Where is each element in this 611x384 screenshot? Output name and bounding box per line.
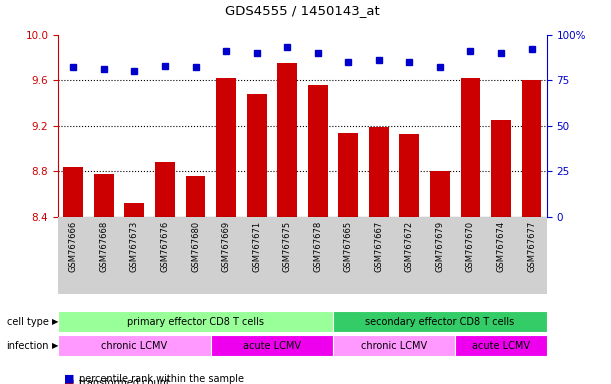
Text: percentile rank within the sample: percentile rank within the sample xyxy=(79,374,244,384)
Text: GSM767676: GSM767676 xyxy=(161,221,169,272)
Bar xyxy=(125,203,144,217)
Text: GSM767665: GSM767665 xyxy=(344,221,353,272)
Text: GSM767673: GSM767673 xyxy=(130,221,139,272)
Text: GSM767678: GSM767678 xyxy=(313,221,322,272)
Bar xyxy=(491,120,511,217)
Text: ■: ■ xyxy=(64,374,75,384)
Bar xyxy=(522,80,541,217)
Text: GSM767680: GSM767680 xyxy=(191,221,200,272)
Text: GSM767675: GSM767675 xyxy=(283,221,291,272)
Bar xyxy=(308,85,327,217)
Text: transformed count: transformed count xyxy=(79,378,170,384)
Text: GSM767672: GSM767672 xyxy=(405,221,414,272)
Text: GDS4555 / 1450143_at: GDS4555 / 1450143_at xyxy=(225,4,380,17)
Text: GSM767668: GSM767668 xyxy=(100,221,108,272)
Text: GSM767667: GSM767667 xyxy=(375,221,383,272)
Bar xyxy=(216,78,236,217)
Text: GSM767666: GSM767666 xyxy=(69,221,78,272)
Bar xyxy=(430,171,450,217)
Bar xyxy=(94,174,114,217)
Text: ▶: ▶ xyxy=(52,317,59,326)
Text: ▶: ▶ xyxy=(52,341,59,350)
Text: acute LCMV: acute LCMV xyxy=(243,341,301,351)
Text: GSM767679: GSM767679 xyxy=(436,221,444,272)
Text: GSM767671: GSM767671 xyxy=(252,221,261,272)
Bar xyxy=(186,176,205,217)
Text: GSM767669: GSM767669 xyxy=(222,221,230,272)
Text: chronic LCMV: chronic LCMV xyxy=(361,341,427,351)
Bar xyxy=(277,63,297,217)
Text: cell type: cell type xyxy=(7,316,49,327)
Text: GSM767674: GSM767674 xyxy=(497,221,505,272)
Bar xyxy=(155,162,175,217)
Text: chronic LCMV: chronic LCMV xyxy=(101,341,167,351)
Text: ■: ■ xyxy=(64,378,75,384)
Bar xyxy=(400,134,419,217)
Text: primary effector CD8 T cells: primary effector CD8 T cells xyxy=(127,316,264,327)
Text: acute LCMV: acute LCMV xyxy=(472,341,530,351)
Text: secondary effector CD8 T cells: secondary effector CD8 T cells xyxy=(365,316,514,327)
Bar xyxy=(338,132,358,217)
Bar xyxy=(369,127,389,217)
Bar xyxy=(247,94,266,217)
Text: infection: infection xyxy=(6,341,49,351)
Text: GSM767677: GSM767677 xyxy=(527,221,536,272)
Text: GSM767670: GSM767670 xyxy=(466,221,475,272)
Bar xyxy=(461,78,480,217)
Bar xyxy=(64,167,83,217)
